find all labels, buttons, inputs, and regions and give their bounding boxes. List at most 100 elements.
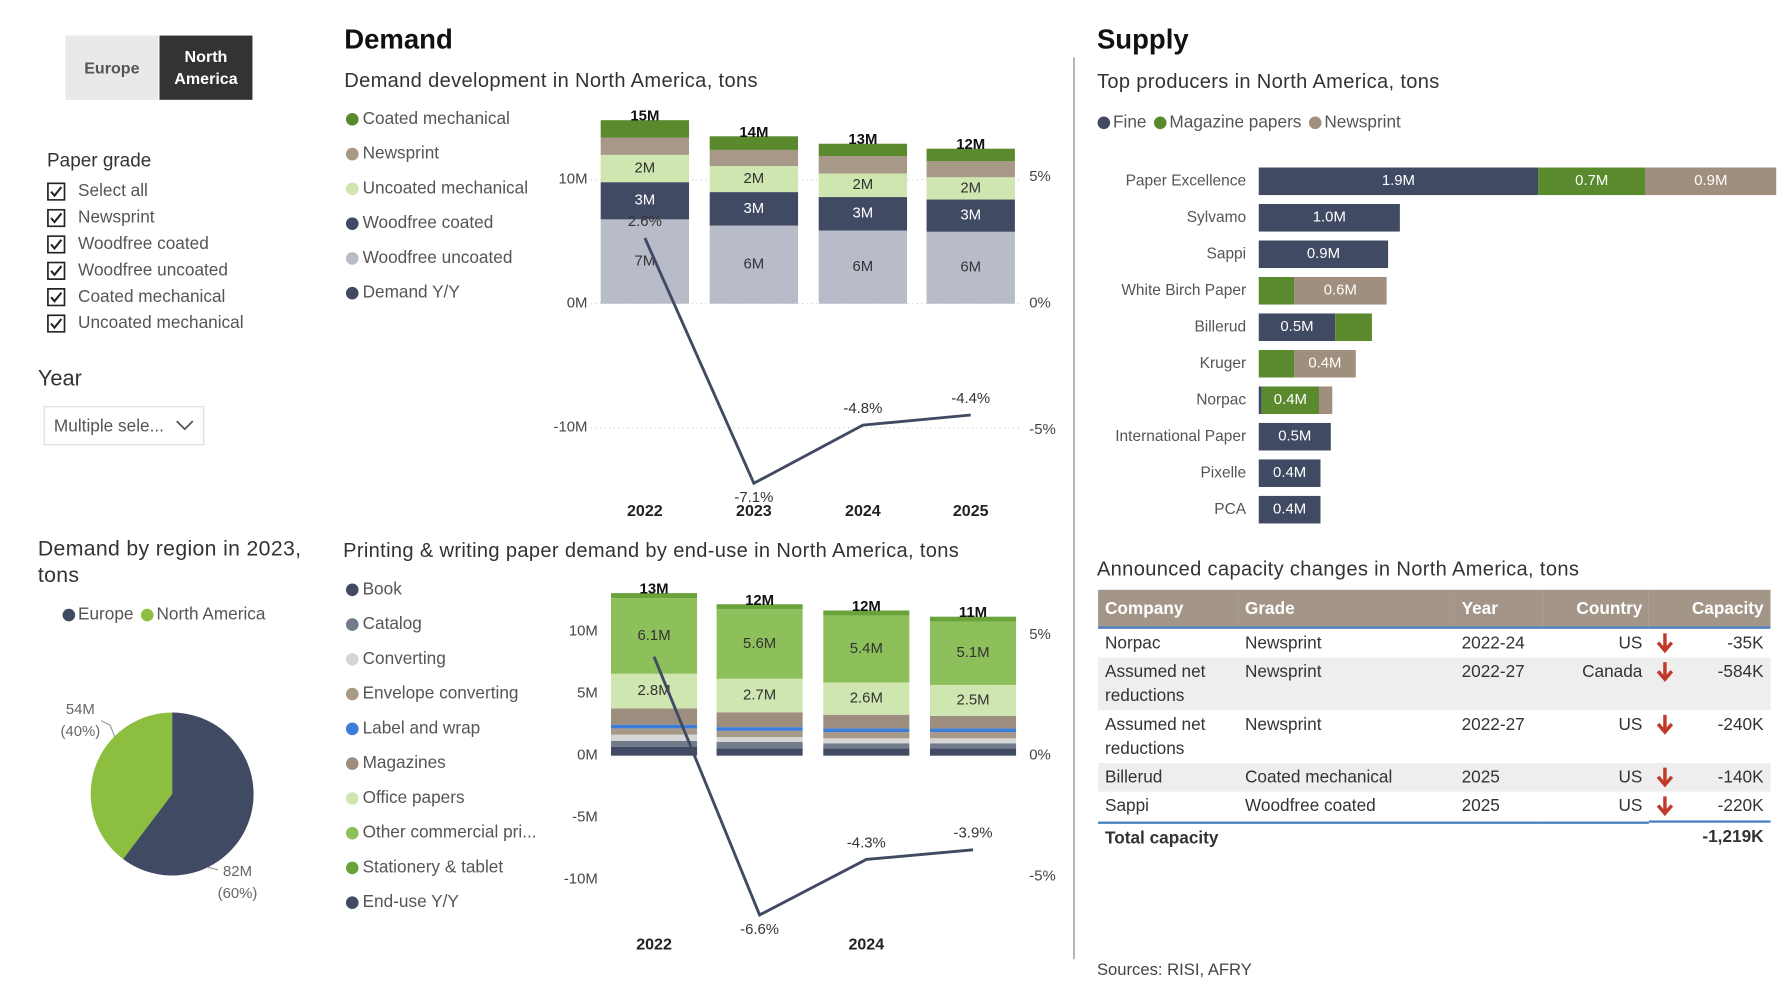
pie-slice [90,712,173,860]
bar-segment [818,230,908,304]
cell-text: 2025 [1461,796,1500,816]
x-tick-label: 2024 [845,502,881,520]
bar-segment [930,743,1017,749]
column-header: Year [1454,589,1542,629]
chart-title: Top producers in North America, tons [1097,71,1440,93]
y2-tick-label: 5% [1029,169,1051,185]
data-label: 3M [853,206,874,222]
cell-text: US [1618,714,1643,735]
cell-text: US [1618,633,1643,653]
data-label: 2.6M [850,691,883,707]
bar-segment [600,182,690,220]
y-tick-label: -10M [564,872,598,888]
line-label: -4.4% [951,391,990,407]
checkmark [50,185,63,197]
bar-segment [1258,240,1389,269]
y-tick-label: PCA [1214,501,1247,518]
legend-label: Newsprint [1324,111,1401,131]
data-label: 54M [66,702,95,718]
bar-segment [1258,276,1295,305]
checkbox-label: Uncoated mechanical [78,313,244,333]
legend-marker [345,113,359,126]
cell-text: 2022-27 [1461,662,1525,682]
column-header: Grade [1238,589,1455,629]
bar-segment [600,154,690,183]
line-label: -4.3% [847,835,886,851]
chart-title: Demand by region in 2023, tons [37,535,302,587]
checkbox-label: Woodfree uncoated [78,260,228,280]
legend-label: Other commercial pri... [363,822,537,842]
region-button[interactable]: North America [159,35,253,100]
legend-label: Book [363,578,403,598]
x-tick-label: 2023 [736,502,772,520]
region-button[interactable]: Europe [65,35,159,100]
cell-text: Assumed net reductions [1104,714,1206,759]
chart-title: Demand development in North America, ton… [344,70,758,92]
table-cell: Billerud [1098,763,1238,792]
capacity-value: -584K [1717,662,1764,682]
checkbox [47,287,66,306]
checkmark [50,212,63,224]
section-heading: Demand [344,24,453,55]
y2-tick-label: 0% [1029,748,1051,764]
legend-marker [345,687,359,701]
line-label: -4.8% [843,401,882,417]
bar-segment [716,730,803,738]
total-label: 14M [739,125,768,141]
checkbox [47,208,66,227]
bar-segment [926,161,1015,178]
bar-segment [930,616,1017,622]
legend-label: Woodfree uncoated [363,247,513,267]
table-cell: Newsprint [1238,657,1455,710]
bar-segment [611,724,698,729]
checkbox [47,313,66,333]
legend-label: Coated mechanical [363,108,510,128]
data-label: 0.5M [1278,429,1311,445]
year-dropdown[interactable]: Multiple sele... [43,406,205,446]
bar-segment [926,199,1015,232]
total-label: 11M [959,605,987,621]
bar-segment [823,743,910,749]
checkbox-label: Select all [78,181,148,201]
cell-text: Sappi [1104,796,1150,816]
legend-label: Stationery & tablet [363,856,504,876]
checkmark [50,264,63,276]
leader-line [100,720,116,737]
cell-text: Woodfree coated [1244,796,1376,816]
checkbox-item[interactable]: Woodfree uncoated [47,257,244,283]
checkbox-item[interactable]: Coated mechanical [47,283,244,309]
column-header: Capacity [1649,589,1771,629]
legend-marker [345,792,359,805]
bar-segment [1258,422,1331,451]
checkbox-item[interactable]: Uncoated mechanical [47,310,244,336]
checkbox-item[interactable]: Select all [47,178,244,204]
bar-segment [818,197,908,231]
data-label: 2.7M [743,687,776,703]
table-cell: Coated mechanical [1238,763,1455,792]
percent-label: (40%) [60,724,100,740]
x-tick-label: 2024 [848,936,884,954]
arrow [1657,633,1674,654]
legend-marker [345,826,359,840]
checkbox-label: Newsprint [78,207,155,228]
sources: Sources: RISI, AFRY [1097,960,1252,979]
y2-tick-label: -5% [1029,868,1056,884]
bar-segment [611,593,698,599]
checkbox-item[interactable]: Newsprint [47,204,244,230]
data-label: 6M [853,259,874,275]
bar-segment [716,748,803,756]
legend-label: Catalog [363,613,422,633]
table-cell: Newsprint [1238,628,1455,658]
bar-segment [823,748,910,756]
data-label: 0.6M [1324,283,1357,299]
data-label: 7M [635,253,656,269]
bar-segment [611,734,698,741]
table-cell: Assumed net reductions [1098,710,1238,763]
data-label: 5.4M [850,641,883,657]
checkmark [50,291,63,303]
table-row: Billerud Coated mechanical 2025 US -140K [1098,763,1771,792]
line-label: -3.9% [954,826,993,842]
column-header: Country [1541,589,1650,629]
capacity-value: -140K [1717,767,1764,788]
checkbox-item[interactable]: Woodfree coated [47,231,244,257]
